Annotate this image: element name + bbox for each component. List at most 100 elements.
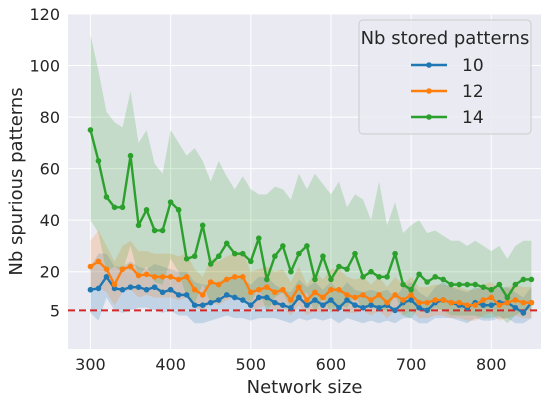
point-10 [352, 302, 358, 308]
point-14 [376, 274, 382, 280]
point-12 [247, 289, 254, 296]
x-tick-label: 700 [396, 355, 427, 374]
legend-label-10: 10 [462, 56, 484, 76]
point-12 [480, 297, 487, 303]
point-14 [199, 222, 206, 229]
point-12 [440, 297, 446, 303]
point-14 [344, 266, 350, 272]
point-12 [400, 297, 406, 303]
x-tick-label: 800 [476, 355, 507, 374]
point-14 [400, 281, 406, 288]
point-12 [256, 286, 262, 293]
point-14 [280, 243, 286, 249]
point-10 [199, 302, 206, 308]
point-14 [384, 274, 390, 280]
point-14 [231, 250, 238, 257]
point-10 [512, 304, 519, 311]
point-12 [119, 266, 126, 272]
point-14 [312, 276, 318, 283]
point-10 [424, 307, 430, 314]
point-14 [464, 281, 471, 288]
x-tick-label: 300 [75, 355, 106, 374]
point-14 [488, 286, 495, 293]
point-14 [247, 258, 254, 265]
point-10 [280, 302, 286, 308]
point-12 [328, 286, 334, 293]
legend-title: Nb stored patterns [361, 28, 530, 49]
point-12 [87, 263, 94, 270]
point-10 [143, 286, 150, 293]
y-tick-label: 80 [40, 108, 60, 127]
band-12 [90, 230, 532, 321]
point-14 [143, 207, 150, 213]
point-12 [95, 258, 102, 265]
point-14 [448, 281, 455, 288]
point-10 [416, 304, 422, 311]
point-10 [103, 274, 110, 280]
point-12 [183, 274, 190, 280]
point-10 [360, 304, 366, 311]
point-10 [87, 286, 94, 293]
point-12 [151, 274, 158, 280]
point-10 [95, 285, 102, 292]
point-12 [520, 299, 527, 306]
legend-marker-10 [426, 62, 432, 68]
point-12 [424, 299, 430, 306]
point-12 [384, 299, 390, 306]
x-axis-label: Network size [247, 377, 363, 398]
point-10 [328, 297, 334, 303]
point-12 [264, 284, 270, 290]
point-10 [175, 292, 182, 298]
point-12 [231, 274, 238, 280]
point-10 [272, 299, 278, 306]
y-tick-label: 20 [40, 263, 60, 282]
point-10 [191, 302, 198, 308]
point-14 [416, 271, 422, 278]
point-14 [288, 268, 294, 275]
point-12 [512, 297, 519, 303]
point-12 [360, 292, 366, 298]
point-14 [167, 199, 174, 205]
point-14 [296, 250, 302, 257]
point-10 [376, 304, 382, 311]
y-tick-labels: 5 20 40 60 80 100 120 [29, 5, 60, 320]
point-12 [416, 299, 422, 306]
point-12 [432, 297, 438, 303]
legend: Nb stored patterns 10 12 14 [358, 19, 532, 135]
point-12 [392, 292, 398, 298]
point-12 [215, 281, 222, 288]
point-12 [376, 292, 382, 298]
point-14 [336, 263, 342, 270]
point-10 [368, 302, 374, 308]
point-10 [344, 297, 350, 303]
point-14 [175, 207, 182, 213]
point-14 [95, 158, 102, 164]
point-12 [167, 274, 174, 280]
point-14 [320, 253, 326, 260]
point-10 [151, 284, 158, 290]
point-14 [512, 281, 519, 288]
point-10 [264, 294, 270, 301]
point-12 [111, 281, 118, 288]
point-14 [151, 227, 158, 234]
point-14 [504, 294, 511, 301]
y-tick-label: 5 [50, 301, 60, 320]
x-tick-label: 500 [236, 355, 267, 374]
point-12 [336, 286, 342, 293]
point-12 [320, 294, 326, 301]
point-12 [464, 302, 471, 308]
y-tick-label: 40 [40, 211, 60, 230]
y-tick-label: 60 [40, 160, 60, 179]
point-10 [296, 294, 302, 301]
point-14 [408, 286, 414, 293]
point-12 [504, 299, 511, 306]
point-14 [223, 240, 230, 247]
point-12 [448, 299, 455, 306]
point-10 [320, 302, 326, 308]
point-14 [87, 127, 94, 133]
point-10 [488, 302, 495, 308]
point-12 [159, 274, 166, 280]
point-10 [183, 292, 190, 298]
point-10 [231, 294, 238, 301]
point-10 [304, 302, 310, 308]
